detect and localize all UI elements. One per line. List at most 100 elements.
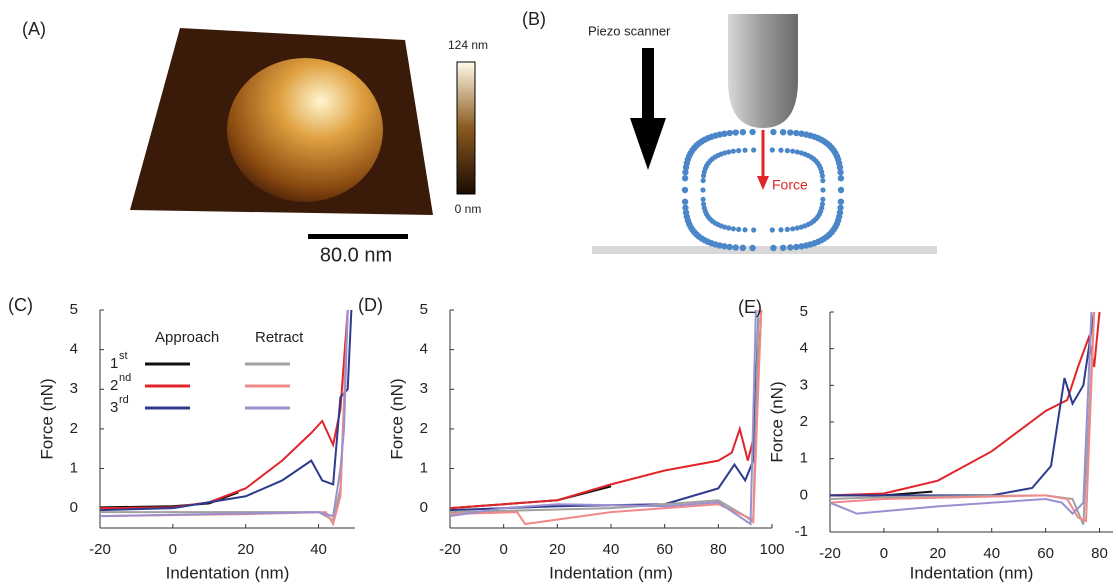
x-tick-label: 0	[499, 541, 507, 558]
legend-row-sup: st	[119, 350, 128, 362]
lipid	[740, 245, 746, 251]
afm-dome	[227, 58, 383, 202]
lipid	[787, 129, 793, 135]
lipid	[837, 169, 843, 175]
data-line	[830, 312, 1094, 525]
lipid	[726, 149, 731, 154]
panel-a: (A) 124 nm 0 nm 80.0 nm	[22, 19, 488, 267]
lipid	[749, 129, 755, 135]
x-tick-label: 100	[759, 541, 784, 558]
y-tick-label: 2	[800, 413, 808, 430]
arrow-head	[630, 118, 666, 170]
lipid	[795, 225, 800, 230]
lipid	[838, 199, 844, 205]
lipid	[785, 148, 790, 153]
y-axis-label: Force (nN)	[767, 381, 786, 462]
x-tick-label: 80	[710, 541, 727, 558]
lipid	[701, 202, 706, 207]
x-tick-label: 40	[310, 541, 327, 558]
x-tick-label: -20	[819, 545, 841, 562]
data-line	[830, 312, 1091, 514]
y-tick-label: 0	[800, 486, 808, 503]
x-tick-label: 60	[656, 541, 673, 558]
lipid	[770, 129, 776, 135]
lipid	[780, 245, 786, 251]
panel-label: (B)	[522, 9, 546, 29]
x-tick-label: -20	[89, 541, 111, 558]
lipid	[751, 227, 756, 232]
data-line	[450, 310, 761, 524]
piezo-label: Piezo scanner	[588, 23, 671, 38]
legend-row-sup: nd	[119, 372, 131, 384]
afm-tip	[728, 14, 798, 128]
x-tick-label: 20	[549, 541, 566, 558]
scale-bar	[308, 234, 408, 239]
lipid	[742, 148, 747, 153]
y-tick-label: 3	[800, 376, 808, 393]
lipid	[838, 175, 844, 181]
lipid	[736, 148, 741, 153]
x-tick-label: -20	[439, 541, 461, 558]
lipid	[731, 149, 736, 154]
lipid	[820, 187, 825, 192]
lipid	[701, 197, 706, 202]
colorbar-min: 0 nm	[455, 202, 482, 216]
lipid	[682, 205, 688, 211]
data-line	[450, 310, 761, 508]
y-tick-label: 1	[800, 450, 808, 467]
y-tick-label: 0	[70, 499, 78, 516]
y-tick-label: 1	[70, 460, 78, 477]
force-label: Force	[772, 177, 808, 193]
lipid	[778, 148, 783, 153]
y-tick-label: 3	[70, 380, 78, 397]
y-tick-label: 4	[420, 341, 428, 358]
data-line	[450, 310, 759, 510]
force-arrow-head	[757, 176, 769, 190]
y-tick-label: 3	[420, 380, 428, 397]
lipid	[785, 227, 790, 232]
panel-b: (B) Piezo scanner Force	[522, 9, 937, 254]
y-tick-label: 1	[420, 460, 428, 477]
x-tick-label: 0	[169, 541, 177, 558]
lipid	[770, 245, 776, 251]
legend-row: 2	[110, 377, 118, 394]
lipid	[787, 244, 793, 250]
x-axis-label: Indentation (nm)	[549, 563, 673, 582]
lipid	[682, 187, 688, 193]
panel-label: (E)	[738, 297, 762, 317]
data-line	[100, 310, 348, 508]
x-axis-label: Indentation (nm)	[166, 563, 290, 582]
lipid	[733, 244, 739, 250]
colorbar-max: 124 nm	[448, 38, 488, 52]
figure: (A) 124 nm 0 nm 80.0 nm (B) Piezo scanne…	[0, 0, 1118, 584]
x-tick-label: 80	[1091, 545, 1108, 562]
x-tick-label: 0	[880, 545, 888, 562]
data-line	[100, 310, 348, 520]
lipid	[820, 178, 825, 183]
x-tick-label: 20	[929, 545, 946, 562]
lipid	[682, 199, 688, 205]
scale-bar-label: 80.0 nm	[320, 244, 392, 266]
x-axis-label: Indentation (nm)	[910, 563, 1034, 582]
lipid	[770, 227, 775, 232]
lipid	[733, 129, 739, 135]
lipid	[838, 187, 844, 193]
x-tick-label: 60	[1037, 545, 1054, 562]
y-tick-label: 5	[420, 301, 428, 318]
lipid	[793, 244, 799, 250]
lipid	[820, 197, 825, 202]
lipid	[820, 173, 825, 178]
lipid	[780, 129, 786, 135]
data-line	[100, 310, 348, 524]
lipid	[749, 245, 755, 251]
lipid	[751, 147, 756, 152]
y-axis-label: Force (nN)	[387, 378, 406, 459]
legend-row: 1	[110, 355, 118, 372]
data-line	[830, 312, 1100, 495]
colorbar	[457, 62, 475, 194]
substrate	[592, 246, 937, 254]
lipid	[700, 187, 705, 192]
lipid	[742, 227, 747, 232]
y-tick-label: 5	[800, 303, 808, 320]
lipid	[701, 178, 706, 183]
